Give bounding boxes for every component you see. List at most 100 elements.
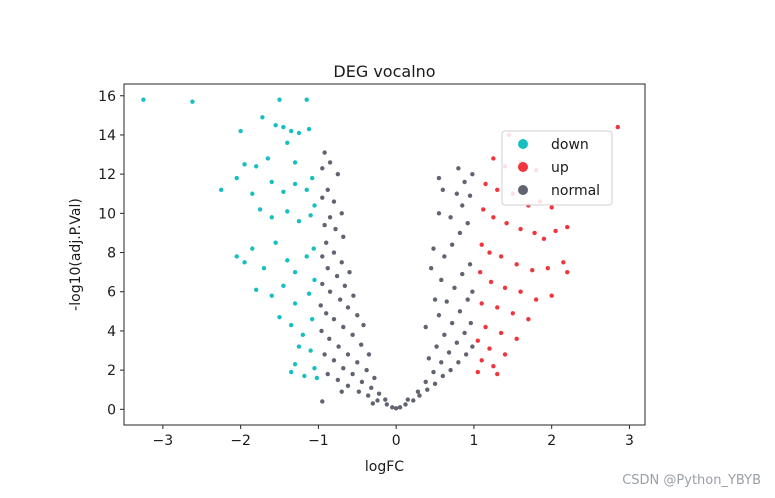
- point-normal: [465, 297, 470, 302]
- point-down: [285, 209, 290, 214]
- point-up: [565, 224, 570, 230]
- x-tick-label: 3: [625, 433, 634, 449]
- point-up: [495, 187, 500, 193]
- y-tick-label: 2: [107, 363, 116, 379]
- point-normal: [442, 332, 447, 338]
- point-normal: [423, 379, 428, 385]
- point-down: [304, 187, 309, 193]
- y-tick-label: 10: [98, 206, 116, 222]
- point-normal: [448, 367, 453, 373]
- point-up: [475, 338, 481, 343]
- x-axis-label: logFC: [365, 459, 404, 475]
- point-down: [190, 99, 195, 104]
- point-normal: [428, 266, 434, 271]
- point-up: [488, 279, 494, 285]
- point-normal: [432, 381, 438, 387]
- point-down: [306, 126, 312, 132]
- point-normal: [460, 271, 465, 277]
- point-up: [532, 230, 537, 236]
- point-down: [292, 362, 298, 367]
- y-tick-label: 0: [107, 402, 116, 418]
- point-down: [141, 97, 146, 102]
- point-down: [253, 164, 259, 169]
- point-up: [491, 156, 496, 161]
- point-up: [479, 358, 484, 363]
- point-down: [296, 130, 302, 136]
- point-down: [306, 291, 312, 296]
- point-normal: [439, 277, 444, 283]
- point-normal: [341, 365, 346, 371]
- point-normal: [436, 175, 442, 181]
- point-normal: [449, 320, 455, 326]
- point-normal: [470, 344, 475, 349]
- point-normal: [370, 401, 376, 406]
- point-normal: [341, 324, 346, 330]
- x-tick-label: −2: [230, 433, 251, 449]
- point-normal: [426, 356, 432, 361]
- point-normal: [397, 405, 403, 410]
- legend-marker-down: [518, 139, 528, 149]
- point-normal: [351, 293, 356, 298]
- point-up: [504, 220, 509, 226]
- point-down: [300, 332, 306, 338]
- point-normal: [320, 166, 325, 171]
- point-normal: [318, 303, 323, 308]
- point-normal: [322, 222, 327, 228]
- point-normal: [431, 369, 436, 375]
- point-normal: [364, 367, 369, 373]
- point-normal: [372, 375, 377, 381]
- point-normal: [448, 215, 453, 220]
- point-normal: [325, 187, 330, 193]
- point-normal: [423, 324, 428, 330]
- point-normal: [327, 336, 332, 341]
- point-up: [491, 215, 496, 220]
- point-normal: [457, 309, 463, 314]
- point-down: [269, 179, 274, 185]
- point-normal: [444, 299, 449, 304]
- point-down: [234, 254, 239, 259]
- point-normal: [355, 313, 360, 318]
- x-tick-label: 2: [547, 433, 556, 449]
- point-down: [314, 375, 320, 381]
- point-down: [273, 240, 278, 245]
- point-up: [545, 266, 550, 271]
- point-up: [477, 269, 483, 275]
- point-down: [257, 207, 263, 212]
- point-normal: [319, 328, 324, 334]
- point-normal: [383, 397, 388, 402]
- point-down: [311, 246, 316, 251]
- legend-label-up: up: [551, 160, 569, 176]
- point-normal: [356, 389, 362, 394]
- point-normal: [350, 371, 355, 377]
- point-up: [481, 207, 486, 212]
- point-up: [502, 285, 508, 291]
- point-down: [238, 128, 243, 134]
- point-normal: [425, 387, 430, 392]
- point-normal: [350, 332, 355, 338]
- point-normal: [331, 199, 337, 204]
- point-up: [565, 269, 570, 275]
- point-up: [483, 181, 488, 187]
- point-normal: [390, 405, 395, 410]
- legend-marker-up: [518, 162, 528, 172]
- point-down: [308, 348, 313, 353]
- point-down: [312, 277, 317, 283]
- point-down: [304, 97, 309, 102]
- point-up: [533, 297, 539, 302]
- point-down: [250, 246, 255, 251]
- point-normal: [323, 311, 329, 316]
- point-normal: [331, 358, 337, 363]
- point-down: [273, 122, 278, 128]
- point-normal: [456, 166, 461, 171]
- point-normal: [336, 344, 341, 349]
- point-normal: [467, 262, 473, 267]
- point-up: [561, 260, 566, 265]
- y-axis-label: -log10(adj.P.Val): [68, 198, 84, 311]
- point-up: [495, 305, 500, 310]
- point-down: [308, 213, 313, 218]
- point-up: [615, 124, 620, 130]
- point-normal: [327, 215, 333, 220]
- chart-legend: down up normal: [501, 130, 613, 206]
- point-up: [479, 301, 484, 306]
